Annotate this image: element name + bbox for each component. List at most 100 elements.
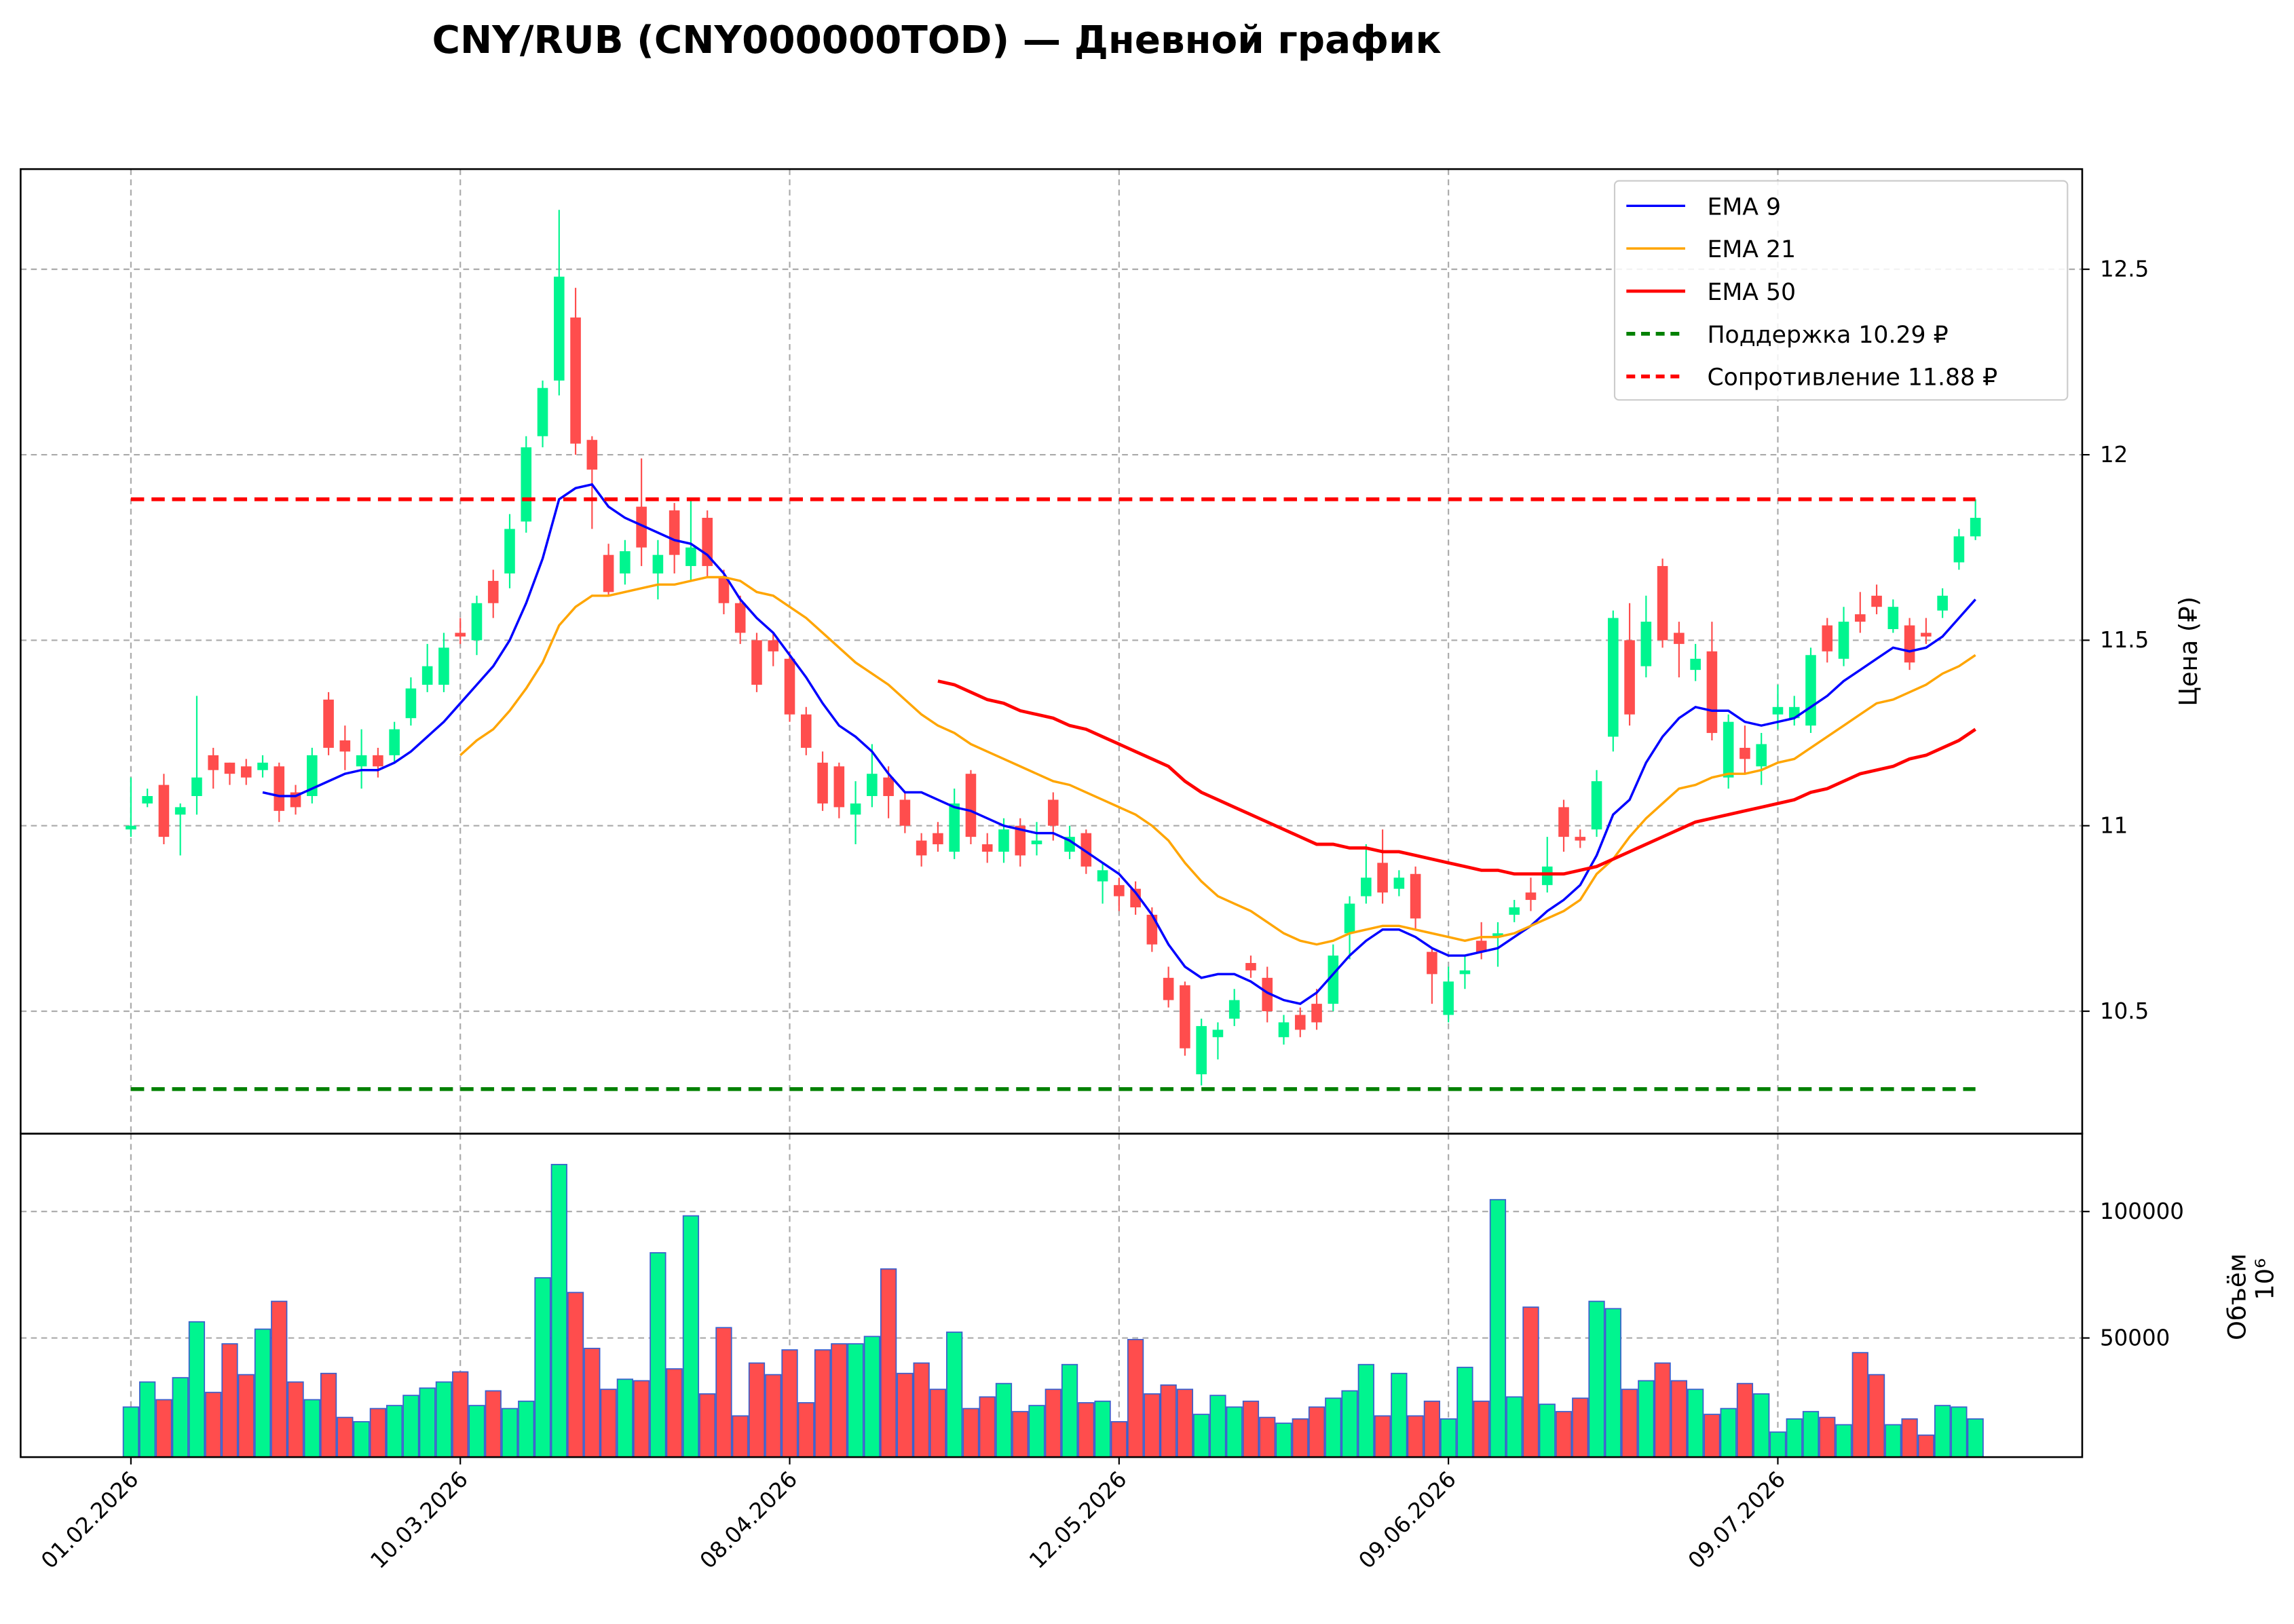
candle-body (1047, 799, 1059, 826)
y-tick-label: 100000 (2100, 1198, 2184, 1224)
candle-body (1311, 1004, 1322, 1023)
candle-body (800, 714, 812, 748)
candle-body (899, 799, 911, 826)
volume-bar (616, 1378, 633, 1458)
volume-bar (254, 1328, 271, 1458)
volume-bar (1670, 1380, 1688, 1458)
volume-bar (682, 1215, 700, 1458)
candle-body (1212, 1030, 1224, 1038)
candle-body (1475, 941, 1487, 952)
volume-bar (303, 1399, 320, 1458)
candle-body (1097, 870, 1108, 882)
candle-body (1772, 706, 1784, 715)
candle-body (224, 762, 236, 774)
volume-bar (1325, 1397, 1342, 1458)
volume-bar (1045, 1389, 1061, 1458)
volume-bar (155, 1399, 172, 1458)
candle-body (471, 603, 483, 641)
candle-body (1541, 866, 1553, 886)
volume-bar (1802, 1411, 1820, 1458)
volume-bar (748, 1362, 766, 1458)
y-tick-label: 12.5 (2100, 257, 2149, 282)
candle-body (1838, 622, 1849, 659)
y-tick-label: 10.5 (2100, 998, 2149, 1024)
volume-bar (1835, 1424, 1852, 1458)
volume-bar (600, 1389, 617, 1458)
candle-body (1854, 614, 1866, 622)
candle-body (949, 803, 960, 852)
candle-body (1031, 840, 1042, 845)
volume-bar (139, 1381, 156, 1458)
candle-body (1970, 518, 1981, 537)
legend-label: EMA 21 (1707, 236, 1796, 263)
candle-body (883, 777, 894, 796)
volume-bar (1209, 1395, 1226, 1458)
volume-bar (1522, 1306, 1539, 1458)
volume-bar (402, 1395, 419, 1458)
candle-body (421, 666, 433, 685)
legend-box (1613, 180, 2069, 401)
x-tick-label: 09.07.2026 (1683, 1467, 1790, 1574)
volume-bar (468, 1405, 485, 1458)
volume-bar (666, 1368, 683, 1458)
volume-bar (1242, 1400, 1260, 1458)
volume-bar (814, 1349, 831, 1458)
volume-bar (897, 1372, 914, 1458)
candle-body (1740, 747, 1750, 759)
candle-body (1887, 607, 1899, 630)
candle-body (685, 547, 696, 567)
volume-bar (1407, 1415, 1424, 1458)
volume-bar (221, 1343, 238, 1458)
candle-body (933, 833, 943, 845)
volume-bar (929, 1389, 947, 1458)
volume-bar (633, 1380, 650, 1458)
y-tick-label: 11.5 (2100, 627, 2149, 653)
candle-body (1443, 981, 1454, 1015)
volume-bar (1473, 1400, 1490, 1458)
volume-bar (1687, 1389, 1704, 1458)
volume-bar (435, 1381, 453, 1458)
volume-bar (1868, 1374, 1885, 1458)
candle-body (652, 554, 664, 574)
volume-bar (1391, 1372, 1408, 1458)
volume-bar (369, 1408, 387, 1458)
volume-bar (880, 1268, 897, 1458)
volume-bar (172, 1377, 189, 1458)
candle-body (274, 766, 285, 811)
candle-body (1657, 566, 1668, 641)
volume-bar (353, 1421, 370, 1458)
candle-body (981, 844, 993, 852)
volume-bar (1621, 1389, 1638, 1458)
candle-body (1163, 977, 1174, 1000)
volume-bar (1704, 1414, 1720, 1458)
volume-bar (567, 1291, 584, 1458)
volume-bar (913, 1362, 930, 1458)
candle-body (1262, 977, 1273, 1012)
candle-body (1180, 985, 1190, 1049)
plot-area: 10.5 11 11.5 12 12.5 50000 100000 01.02.2026 10.… (20, 168, 2184, 1574)
candle-body (455, 632, 466, 637)
volume-bar (1638, 1380, 1655, 1458)
candle-body (768, 640, 779, 652)
volume-bar (699, 1393, 716, 1458)
candle-body (1196, 1025, 1207, 1074)
ema-line (262, 483, 1976, 1005)
candle-body (373, 755, 383, 767)
candle-body (784, 658, 795, 715)
candle-body (965, 774, 977, 837)
volume-bar (337, 1416, 354, 1458)
volume-bar (122, 1406, 140, 1458)
volume-bar (946, 1332, 963, 1458)
candle-body (1492, 933, 1503, 937)
volume-bar (1786, 1418, 1803, 1458)
legend-label: EMA 9 (1707, 193, 1781, 221)
candle-body (734, 603, 746, 633)
candle-body (257, 762, 268, 770)
volume-bar (1292, 1418, 1309, 1458)
candle-body (1723, 721, 1734, 778)
volume-bar (584, 1347, 601, 1458)
candle-body (438, 647, 449, 685)
volume-bar (188, 1321, 206, 1458)
volume-bar (1176, 1389, 1194, 1458)
